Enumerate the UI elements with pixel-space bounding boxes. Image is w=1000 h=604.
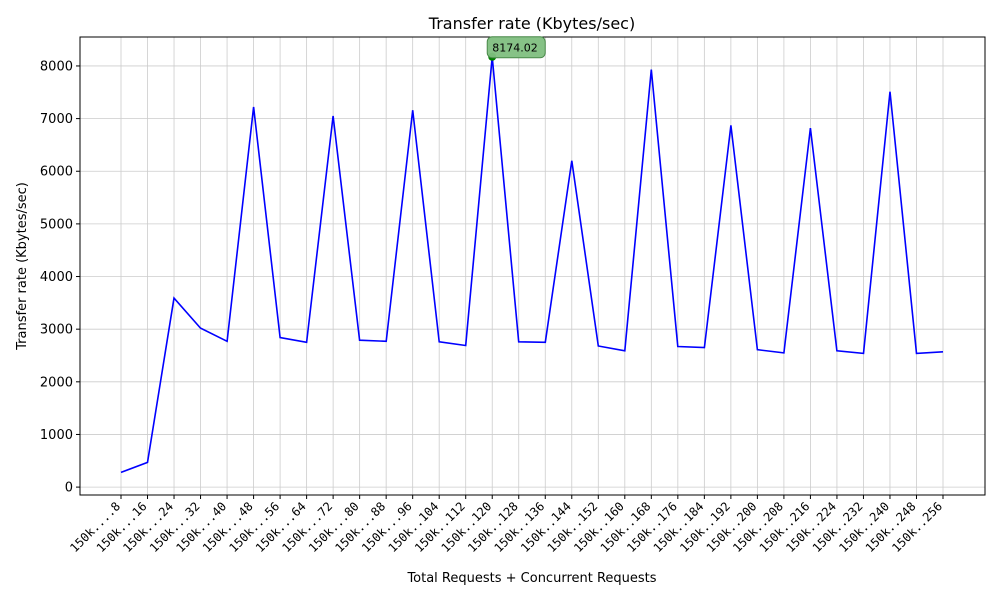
peak-annotation: 8174.02 <box>486 36 546 59</box>
series-layer <box>120 56 944 474</box>
y-tick-label: 7000 <box>40 112 73 127</box>
y-tick-label: 0 <box>65 481 73 496</box>
y-tick-label: 8000 <box>40 59 73 74</box>
annotation-label: 8174.02 <box>492 41 538 54</box>
annotation-box <box>486 36 546 59</box>
y-axis-label: Transfer rate (Kbytes/sec) <box>15 182 30 351</box>
y-tick-label: 2000 <box>40 375 73 390</box>
y-tick-label: 1000 <box>40 428 73 443</box>
y-tick-label: 4000 <box>40 270 73 285</box>
series-line <box>120 56 944 474</box>
y-tick-label: 5000 <box>40 217 73 232</box>
plot-frame <box>79 36 986 496</box>
y-tick-label: 3000 <box>40 323 73 338</box>
chart-title: Transfer rate (Kbytes/sec) <box>428 14 635 33</box>
annotation-layer: 8174.02 <box>486 36 546 61</box>
y-axis-ticks: 0 1000 2000 3000 4000 5000 6000 7000 8000 <box>40 59 80 496</box>
y-tick-label: 6000 <box>40 165 73 180</box>
x-axis-ticks: 150k....8150k...16150k...24150k...32150k… <box>67 495 945 555</box>
x-axis-label: Total Requests + Concurrent Requests <box>406 571 656 586</box>
grid <box>80 37 985 495</box>
